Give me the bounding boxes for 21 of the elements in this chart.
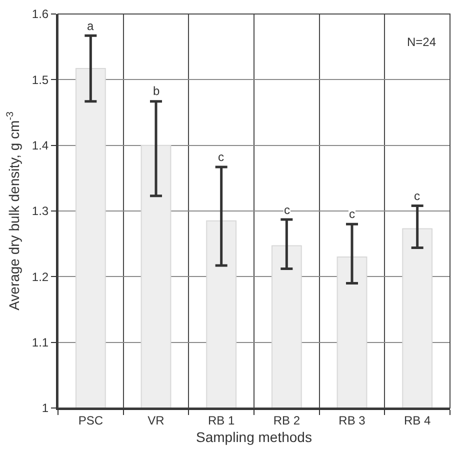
x-tick-label: VR [148,413,165,428]
annotation: c [349,207,355,221]
y-tick-label: 1.3 [32,204,49,218]
x-tick-label: PSC [78,413,104,428]
x-tick-label: RB 3 [338,413,366,428]
x-tick-label: RB 1 [208,413,235,428]
x-tick-label: RB 2 [273,413,300,428]
y-tick-label: 1 [42,401,49,416]
y-tick-label: 1.2 [32,270,49,284]
annotation: c [414,189,420,203]
y-tick-label: 1.4 [32,138,49,153]
x-tick-label: RB 4 [404,413,431,428]
annotation: b [153,84,160,98]
annotation: c [218,150,224,164]
annotation: a [87,19,94,33]
annotation: c [284,203,290,217]
y-tick-label: 1.1 [32,336,49,350]
x-axis-title: Sampling methods [196,429,312,446]
y-tick-label: 1.6 [32,7,49,22]
annotation: N=24 [407,35,436,49]
y-tick-label: 1.5 [32,72,49,87]
